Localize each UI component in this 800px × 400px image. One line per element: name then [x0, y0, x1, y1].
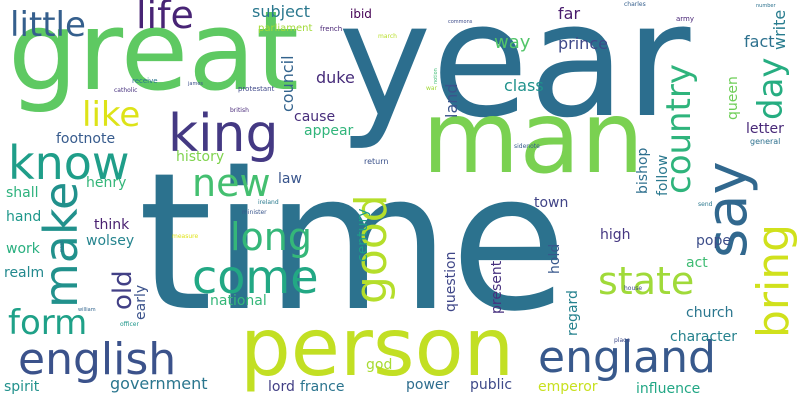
word-queen: queen	[725, 76, 741, 120]
word-realm: realm	[4, 265, 45, 281]
word-english: english	[18, 334, 177, 385]
word-letter: letter	[746, 121, 784, 137]
word-life: life	[136, 0, 194, 37]
word-king: king	[168, 104, 279, 164]
word-know: know	[8, 136, 130, 190]
word-way: way	[494, 32, 531, 53]
word-emperor: emperor	[538, 379, 598, 395]
word-form: form	[8, 303, 88, 343]
word-man: man	[422, 79, 645, 196]
word-lord: lord	[268, 379, 295, 395]
word-class: class	[504, 76, 544, 95]
word-bishop: bishop	[635, 147, 651, 194]
word-british: british	[230, 107, 249, 114]
word-sidenote: sidenote	[514, 143, 540, 150]
word-william: william	[78, 307, 96, 313]
word-national: national	[210, 293, 267, 309]
word-spirit: spirit	[4, 379, 40, 395]
word-place: place	[614, 337, 631, 344]
word-cause: cause	[294, 109, 336, 125]
word-law: law	[278, 171, 302, 187]
word-history: history	[176, 149, 225, 165]
word-james: james	[188, 81, 204, 87]
word-government: government	[110, 374, 208, 393]
word-measure: measure	[172, 233, 199, 240]
word-wolsey: wolsey	[86, 233, 135, 249]
word-power: power	[406, 377, 450, 393]
word-receive: receive	[132, 77, 158, 85]
word-high: high	[600, 227, 631, 243]
word-new: new	[192, 161, 271, 205]
word-council: council	[278, 55, 297, 112]
word-notion: notion	[433, 68, 439, 84]
word-public: public	[470, 377, 513, 393]
word-officer: officer	[120, 321, 139, 328]
word-hand: hand	[6, 209, 42, 225]
word-ireland: ireland	[258, 199, 279, 206]
word-person: person	[240, 301, 515, 394]
word-come: come	[192, 250, 319, 304]
word-fact: fact	[744, 32, 775, 51]
word-army: army	[676, 15, 695, 23]
word-regard: regard	[565, 290, 581, 336]
word-protestant: protestant	[238, 85, 275, 93]
word-influence: influence	[636, 381, 701, 397]
word-act: act	[686, 255, 708, 271]
word-time: time	[138, 132, 568, 353]
word-early: early	[133, 284, 149, 320]
word-march: march	[378, 33, 397, 40]
word-number: number	[756, 3, 776, 9]
word-parliament: parliament	[258, 23, 313, 34]
word-appear: appear	[304, 123, 354, 139]
word-prince: prince	[558, 34, 608, 53]
word-far: far	[558, 4, 581, 23]
word-follow: follow	[655, 154, 671, 196]
word-general: general	[750, 137, 781, 146]
word-commons: commons	[448, 19, 473, 25]
word-france: france	[300, 379, 345, 395]
word-god: god	[366, 357, 393, 373]
word-pass: pass	[59, 240, 65, 252]
word-state: state	[598, 259, 695, 303]
word-present: present	[489, 260, 505, 314]
word-year: year	[338, 0, 691, 153]
word-charles: charles	[624, 1, 646, 8]
word-ibid: ibid	[350, 7, 372, 21]
word-war: war	[426, 85, 438, 92]
word-bring: bring	[748, 223, 799, 338]
word-character: character	[670, 329, 738, 345]
word-town: town	[534, 195, 569, 211]
word-england: england	[538, 332, 716, 383]
word-send: send	[698, 201, 713, 208]
word-like: like	[82, 95, 141, 135]
word-catholic: catholic	[114, 87, 138, 94]
word-henry: henry	[86, 175, 127, 191]
word-shall: shall	[6, 185, 39, 201]
word-long: long	[230, 215, 313, 259]
word-church: church	[686, 305, 734, 321]
word-french: french	[320, 25, 343, 33]
word-footnote: footnote	[56, 131, 116, 147]
word-duke: duke	[316, 68, 355, 87]
word-house: house	[624, 285, 643, 292]
word-minister: minister	[242, 209, 267, 216]
word-subject: subject	[252, 2, 310, 21]
word-question: question	[443, 251, 459, 312]
word-great: great	[8, 0, 299, 115]
word-land: land	[442, 83, 461, 118]
word-century: century	[355, 208, 371, 262]
word-return: return	[364, 157, 389, 166]
word-day: day	[751, 57, 791, 120]
word-pope: pope	[696, 233, 731, 249]
word-hold: hold	[547, 243, 563, 274]
word-think: think	[94, 217, 130, 233]
word-work: work	[6, 241, 40, 257]
word-little: little	[10, 5, 86, 45]
